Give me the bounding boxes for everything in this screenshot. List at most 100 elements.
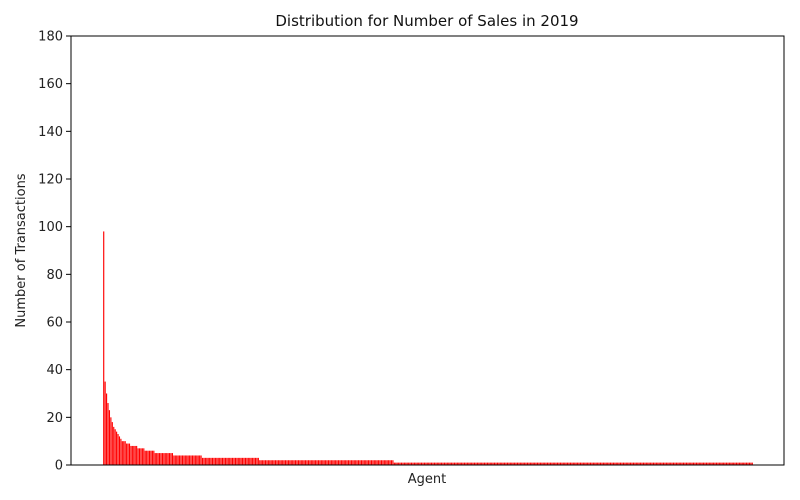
bar: [584, 462, 586, 465]
bar: [544, 462, 546, 465]
bar: [481, 462, 483, 465]
bar: [700, 462, 702, 465]
bar: [290, 460, 292, 465]
bar: [336, 460, 338, 465]
bar: [340, 460, 342, 465]
bar: [211, 457, 214, 465]
bar: [378, 460, 380, 465]
bar: [176, 455, 178, 465]
bar: [113, 426, 115, 465]
bar: [727, 462, 729, 465]
bar: [392, 460, 394, 465]
bar: [735, 462, 738, 465]
bar: [303, 460, 305, 465]
bar: [247, 457, 249, 465]
bar: [183, 455, 185, 465]
bar: [131, 445, 133, 465]
y-tick-label: 100: [38, 220, 63, 235]
bar: [456, 462, 458, 465]
bar: [177, 455, 179, 465]
bar: [621, 462, 623, 465]
bar: [269, 460, 271, 465]
bar: [459, 462, 461, 465]
bar: [647, 462, 649, 465]
bar: [631, 462, 633, 465]
bar: [106, 393, 108, 465]
bar: [256, 457, 258, 465]
bar: [147, 450, 149, 465]
bar: [478, 462, 480, 465]
bar: [419, 462, 421, 465]
y-axis-ticks: 0 20 40 60 80 100 120 140 160 180: [38, 30, 71, 474]
bar: [522, 462, 524, 465]
bar: [163, 453, 165, 465]
bar: [688, 462, 690, 465]
bar: [141, 448, 143, 465]
bar: [320, 460, 322, 465]
bar: [502, 462, 504, 465]
bar: [204, 457, 206, 465]
bar: [292, 460, 294, 465]
bar: [733, 462, 735, 465]
bar: [383, 460, 385, 465]
bar: [148, 450, 151, 465]
bar: [231, 457, 234, 465]
bar: [398, 462, 400, 465]
bar: [369, 460, 371, 465]
bar: [124, 441, 126, 465]
bar: [337, 460, 340, 465]
bar: [703, 462, 705, 465]
bar: [465, 462, 467, 465]
bar: [158, 453, 161, 465]
bar: [400, 462, 403, 465]
bar: [630, 462, 632, 465]
bar: [254, 457, 257, 465]
bar: [599, 462, 602, 465]
bar: [226, 457, 228, 465]
bar: [217, 457, 219, 465]
bar: [360, 460, 362, 465]
bar: [186, 455, 188, 465]
bar: [252, 457, 254, 465]
bar: [264, 460, 267, 465]
bar: [203, 457, 205, 465]
bar: [644, 462, 646, 465]
bar: [305, 460, 307, 465]
bar: [127, 443, 129, 465]
bar: [347, 460, 350, 465]
bar: [362, 460, 364, 465]
bar: [144, 450, 146, 465]
bar: [528, 462, 530, 465]
bar: [737, 462, 739, 465]
bar: [189, 455, 191, 465]
bar: [532, 462, 534, 465]
bar: [150, 450, 152, 465]
bar: [674, 462, 676, 465]
bars-group: [103, 231, 753, 465]
bar: [691, 462, 693, 465]
bar: [461, 462, 463, 465]
bar: [655, 462, 657, 465]
bar: [363, 460, 365, 465]
bar: [413, 462, 415, 465]
bar: [750, 462, 752, 465]
bar: [317, 460, 320, 465]
bar: [405, 462, 407, 465]
bar: [452, 462, 454, 465]
bar: [595, 462, 597, 465]
bar: [164, 453, 166, 465]
bar: [668, 462, 670, 465]
bar: [220, 457, 222, 465]
bar: [551, 462, 553, 465]
bar: [624, 462, 626, 465]
bar: [628, 462, 630, 465]
bar: [738, 462, 740, 465]
bar: [339, 460, 341, 465]
bar: [622, 462, 625, 465]
bar: [196, 455, 198, 465]
y-tick-label: 20: [46, 411, 63, 426]
bar: [690, 462, 692, 465]
bar: [250, 457, 252, 465]
bar: [240, 457, 242, 465]
